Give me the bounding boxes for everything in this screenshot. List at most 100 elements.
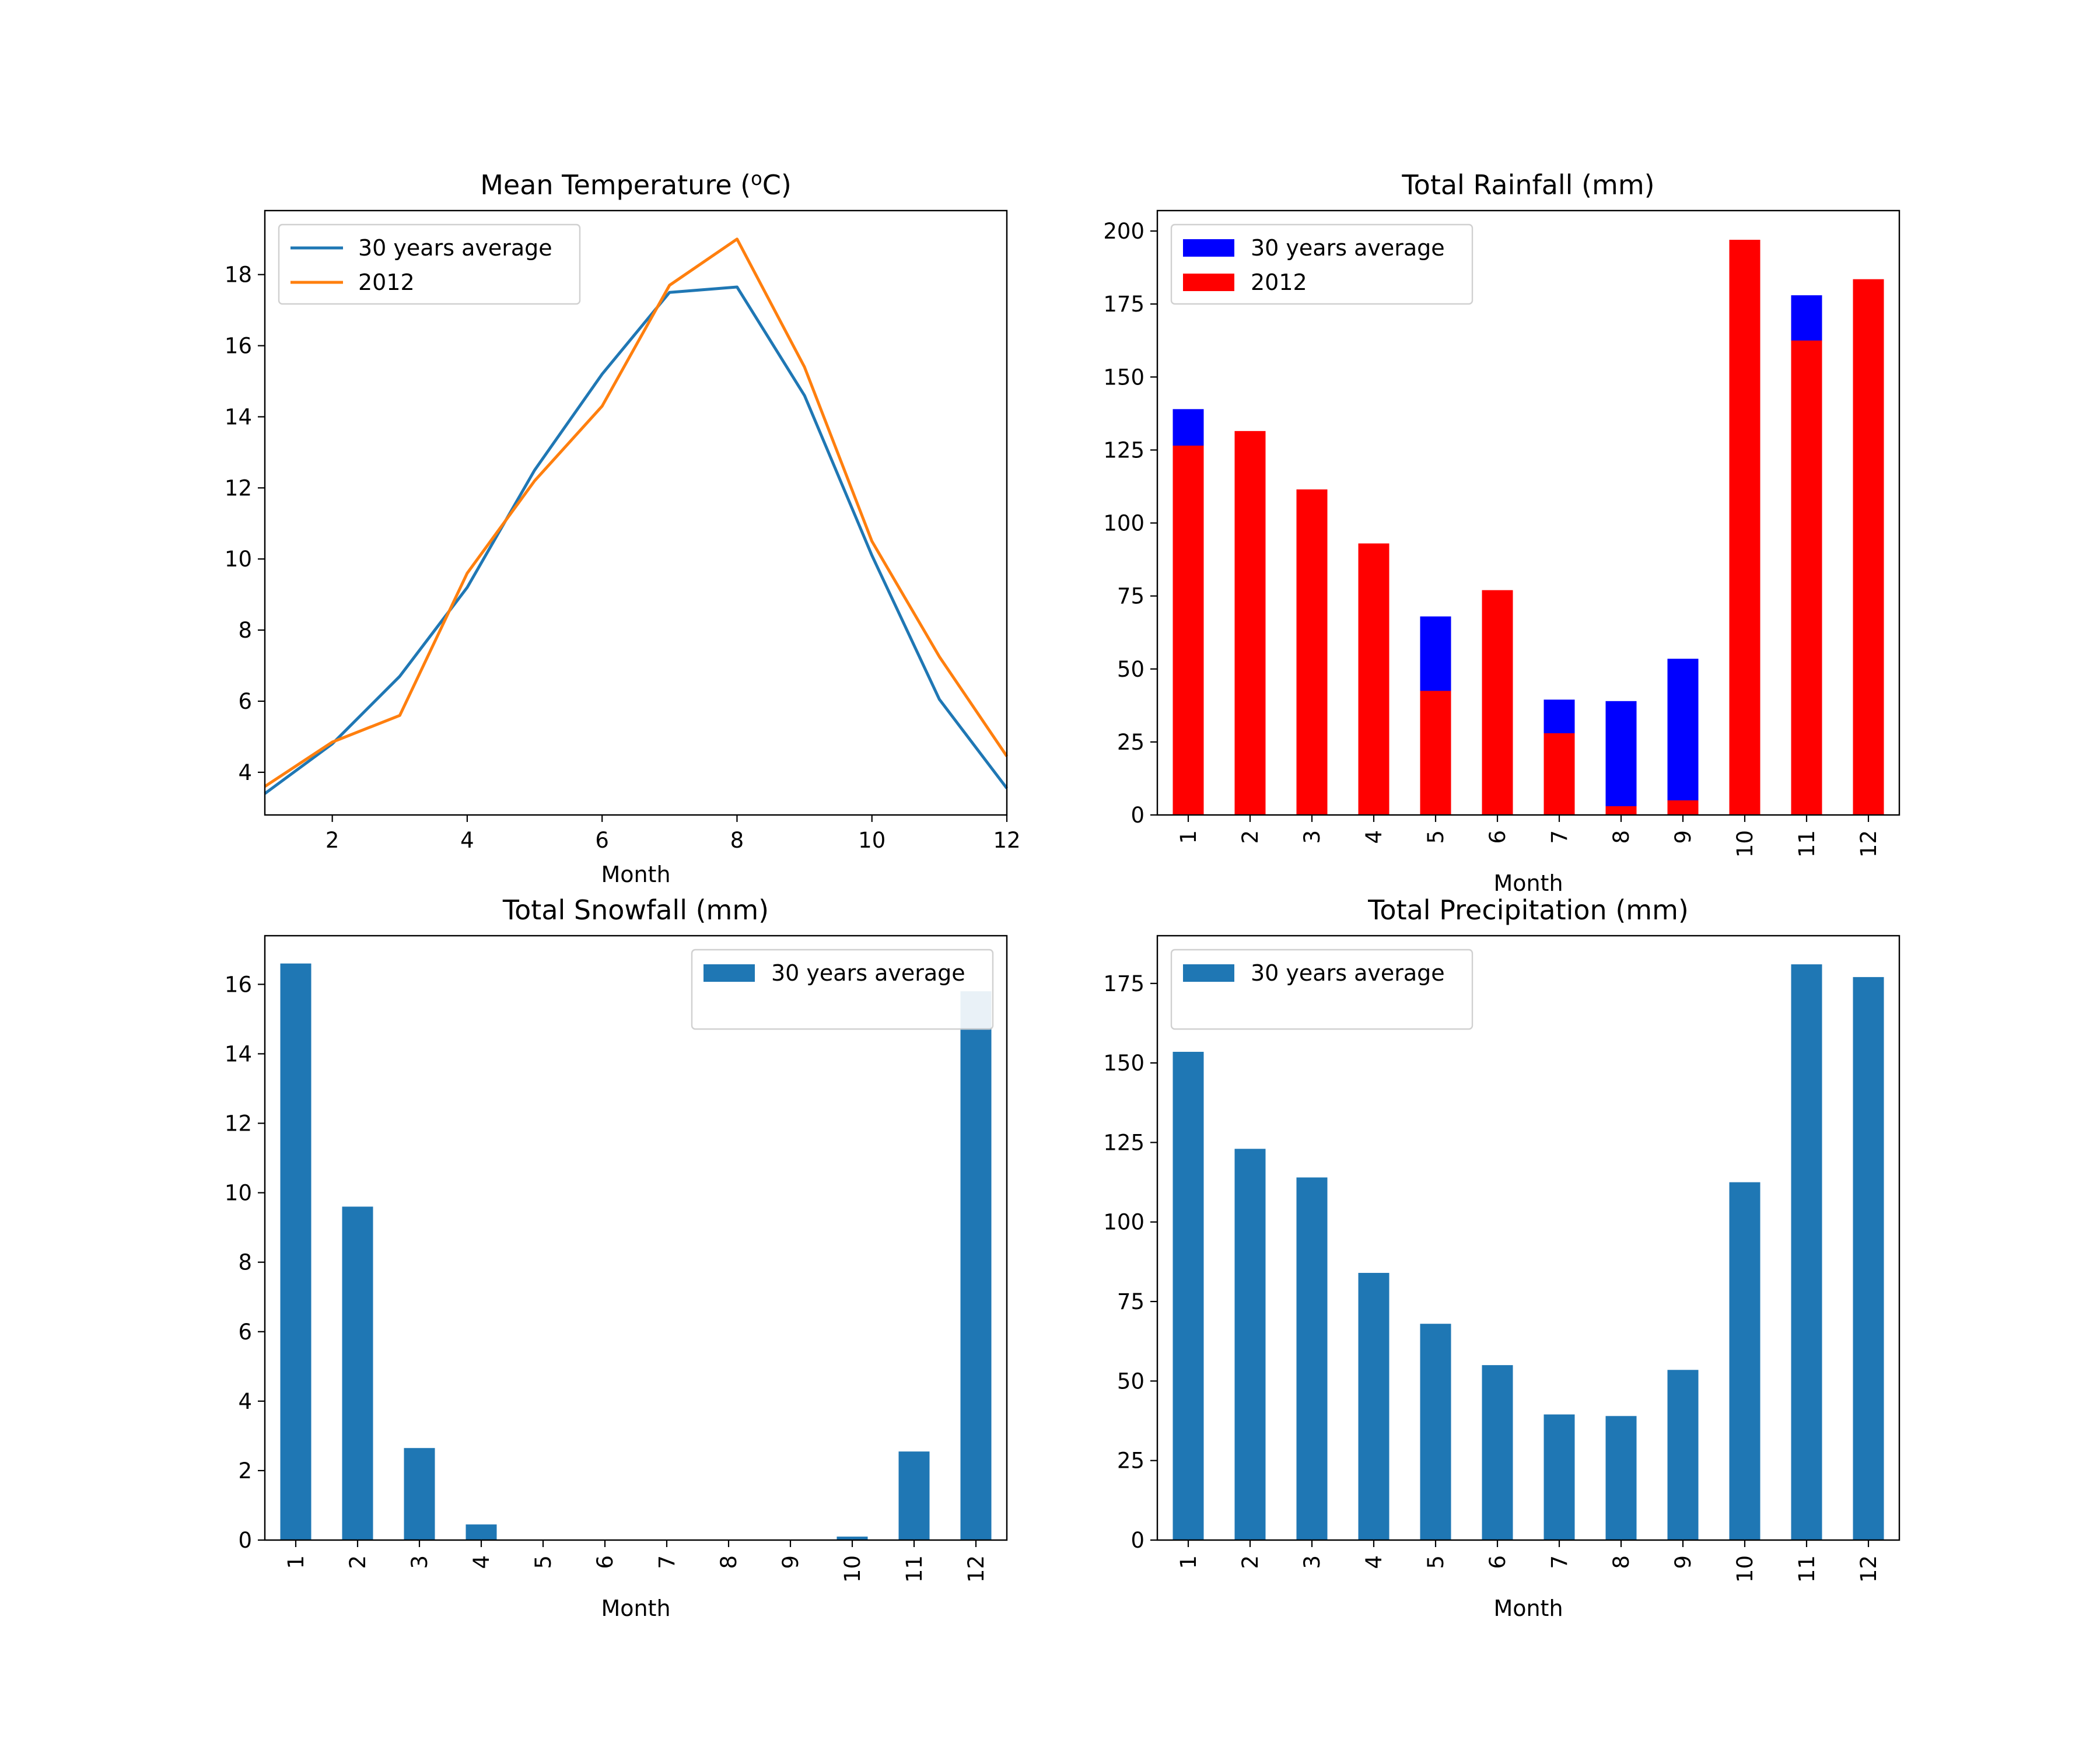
plot-frame bbox=[1156, 209, 1901, 816]
x-axis-label: Month bbox=[1493, 1595, 1563, 1621]
x-tick-label: 12 bbox=[1856, 1555, 1881, 1583]
bar bbox=[1172, 1052, 1204, 1540]
legend-swatch-patch bbox=[1183, 964, 1234, 982]
y-tick-label: 14 bbox=[225, 1041, 252, 1066]
bar bbox=[1667, 800, 1699, 815]
x-axis-label: Month bbox=[601, 1595, 670, 1621]
x-tick-label: 2 bbox=[1238, 830, 1263, 844]
y-tick-label: 0 bbox=[1130, 803, 1144, 828]
y-tick-label: 10 bbox=[225, 1181, 252, 1206]
bar bbox=[1729, 1182, 1760, 1540]
bar bbox=[1358, 543, 1390, 815]
plot-frame bbox=[264, 935, 1008, 1541]
panel-title: Mean Temperature (oC) bbox=[480, 167, 792, 201]
bar bbox=[1544, 733, 1575, 815]
bar bbox=[342, 1206, 373, 1540]
x-tick-label: 10 bbox=[840, 1555, 865, 1583]
bar bbox=[1234, 431, 1266, 815]
y-tick-label: 150 bbox=[1103, 1051, 1144, 1076]
chart-mean-temperature: 4 6 8 10 12 14 16 18 2 4 6 8 10 12 Mean Temperature (o… bbox=[225, 167, 1021, 887]
y-tick-label: 25 bbox=[1117, 1448, 1144, 1474]
y-tick-label: 100 bbox=[1103, 511, 1144, 536]
y-tick-label: 0 bbox=[1130, 1528, 1144, 1553]
x-tick-label: 2 bbox=[345, 1555, 370, 1569]
bar bbox=[1605, 806, 1637, 815]
x-tick-label: 4 bbox=[1362, 830, 1387, 844]
legend-frame bbox=[691, 949, 994, 1030]
x-tick-label: 8 bbox=[716, 1555, 741, 1569]
x-tick-label: 4 bbox=[460, 828, 474, 853]
x-tick-label: 6 bbox=[593, 1555, 618, 1569]
plot-frame bbox=[1156, 935, 1901, 1541]
x-tick-label: 3 bbox=[1300, 1555, 1325, 1569]
bar bbox=[1853, 977, 1884, 1540]
legend: 30 years average bbox=[691, 949, 994, 1030]
y-tick-label: 125 bbox=[1103, 438, 1144, 463]
x-tick-label: 8 bbox=[730, 828, 744, 853]
x-tick-label: 11 bbox=[902, 1555, 927, 1583]
legend-frame bbox=[1170, 223, 1474, 305]
x-tick-label: 10 bbox=[1732, 830, 1758, 858]
bar bbox=[1358, 1272, 1390, 1540]
x-axis-label: Month bbox=[1493, 870, 1563, 896]
legend-swatch-patch bbox=[704, 964, 755, 982]
bar bbox=[1853, 279, 1884, 815]
x-tick-label: 9 bbox=[778, 1555, 803, 1569]
x-tick-label: 10 bbox=[858, 828, 886, 853]
y-tick-label: 50 bbox=[1117, 1369, 1144, 1394]
x-tick-label: 3 bbox=[1300, 830, 1325, 844]
bar bbox=[1234, 1149, 1266, 1540]
bar bbox=[1420, 691, 1451, 815]
y-tick-label: 150 bbox=[1103, 365, 1144, 390]
y-tick-label: 175 bbox=[1103, 971, 1144, 996]
x-tick-label: 6 bbox=[1485, 1555, 1510, 1569]
bar bbox=[1667, 1370, 1699, 1540]
legend-label: 2012 bbox=[1251, 270, 1307, 295]
bar bbox=[1605, 1416, 1637, 1540]
y-tick-label: 4 bbox=[238, 760, 252, 785]
x-tick-label: 6 bbox=[595, 828, 609, 853]
y-tick-label: 125 bbox=[1103, 1130, 1144, 1155]
y-tick-label: 10 bbox=[225, 547, 252, 572]
legend-swatch-patch bbox=[1183, 274, 1234, 291]
x-tick-label: 1 bbox=[1176, 830, 1201, 844]
bar bbox=[1667, 659, 1699, 815]
y-tick-label: 18 bbox=[225, 263, 252, 288]
y-tick-label: 4 bbox=[238, 1389, 252, 1414]
bar bbox=[404, 1448, 435, 1540]
x-tick-label: 2 bbox=[326, 828, 340, 853]
legend-label: 30 years average bbox=[358, 235, 552, 261]
y-tick-label: 12 bbox=[225, 1111, 252, 1136]
legend-frame bbox=[1170, 949, 1474, 1030]
panel-title: Total Precipitation (mm) bbox=[1367, 894, 1689, 926]
x-tick-label: 3 bbox=[407, 1555, 432, 1569]
bar bbox=[1544, 1414, 1575, 1540]
bar bbox=[1482, 590, 1513, 815]
bar bbox=[1172, 445, 1204, 815]
y-tick-label: 14 bbox=[225, 404, 252, 429]
y-tick-label: 8 bbox=[238, 1250, 252, 1275]
legend-label: 30 years average bbox=[1251, 960, 1445, 986]
y-tick-label: 100 bbox=[1103, 1210, 1144, 1235]
legend-label: 30 years average bbox=[771, 960, 965, 986]
bar bbox=[1605, 701, 1637, 815]
panel-title: Total Rainfall (mm) bbox=[1401, 169, 1654, 201]
bar bbox=[898, 1451, 930, 1540]
y-tick-label: 75 bbox=[1117, 1289, 1144, 1314]
y-tick-label: 16 bbox=[225, 334, 252, 359]
x-tick-label: 6 bbox=[1485, 830, 1510, 844]
bar bbox=[836, 1537, 868, 1540]
x-tick-label: 7 bbox=[1547, 830, 1572, 844]
x-tick-label: 5 bbox=[531, 1555, 556, 1569]
y-tick-label: 75 bbox=[1117, 584, 1144, 609]
x-tick-label: 1 bbox=[284, 1555, 309, 1569]
y-tick-label: 0 bbox=[238, 1528, 252, 1553]
bar bbox=[1729, 240, 1760, 815]
series-line bbox=[264, 285, 1008, 795]
x-tick-label: 12 bbox=[993, 828, 1020, 853]
y-tick-label: 12 bbox=[225, 475, 252, 501]
